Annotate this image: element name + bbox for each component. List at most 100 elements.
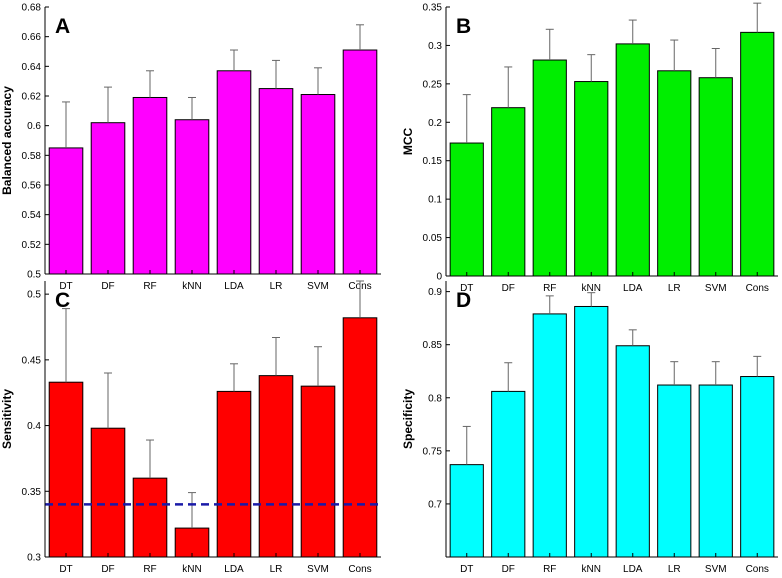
y-tick-label: 0.75 — [423, 446, 443, 457]
x-tick-label-lda: LDA — [224, 281, 244, 292]
y-tick-label: 0.8 — [428, 393, 442, 404]
bar-rf — [532, 59, 567, 277]
y-tick-label: 0.3 — [428, 41, 442, 52]
error-bar-cons — [753, 355, 762, 377]
y-tick-label: 0.7 — [428, 499, 442, 510]
x-tick-label-lr: LR — [668, 283, 681, 294]
bar-cons — [342, 49, 378, 275]
x-tick-label-dt: DT — [59, 564, 72, 575]
x-tick-label-svm: SVM — [307, 564, 329, 575]
x-tick-label-rf: RF — [543, 283, 556, 294]
x-tick-label-lda: LDA — [623, 564, 643, 575]
error-bar-cons — [356, 280, 364, 318]
error-bar-svm — [314, 346, 322, 387]
x-tick-label-df: DF — [502, 283, 515, 294]
x-tick-label-svm: SVM — [705, 283, 727, 294]
y-tick-label: 0.66 — [22, 32, 42, 43]
bar-df — [90, 122, 126, 275]
error-bar-dt — [62, 308, 70, 383]
error-bar-lda — [628, 19, 637, 44]
error-bar-dt — [462, 94, 471, 144]
bar-dt — [48, 147, 84, 275]
x-tick-label-cons: Cons — [348, 564, 371, 575]
bar-rf — [532, 313, 567, 558]
bar-dt — [449, 464, 484, 558]
y-tick-label: 0.64 — [22, 62, 42, 73]
y-tick-label: 0.1 — [428, 195, 442, 206]
y-tick-label: 0.9 — [428, 287, 442, 298]
y-tick-label: 0.56 — [22, 181, 42, 192]
error-bar-lr — [272, 337, 280, 376]
x-tick-label-lda: LDA — [224, 564, 244, 575]
error-bar-knn — [188, 96, 196, 120]
bar-svm — [698, 384, 733, 558]
error-bar-cons — [356, 24, 364, 51]
bar-svm — [300, 94, 336, 275]
bar-lda — [216, 390, 252, 558]
x-tick-label-svm: SVM — [705, 564, 727, 575]
bar-df — [491, 390, 526, 558]
bar-lda — [615, 345, 650, 558]
y-tick-label: 0.85 — [423, 340, 443, 351]
x-tick-label-knn: kNN — [182, 281, 201, 292]
panel-letter: A — [55, 15, 70, 38]
error-bar-svm — [314, 67, 322, 95]
bar-cons — [740, 376, 775, 558]
error-bar-rf — [545, 28, 554, 61]
bar-df — [90, 427, 126, 558]
x-tick-label-knn: kNN — [582, 283, 601, 294]
x-tick-label-lda: LDA — [623, 283, 643, 294]
chart-panel-b: 0 0.05 0.1 0.15 0.2 0.25 0.3 0.35 DT DF RF kNN LDA LR… — [401, 2, 778, 294]
error-bar-rf — [545, 295, 554, 314]
y-tick-label: 0.05 — [423, 233, 443, 244]
x-tick-label-dt: DT — [460, 283, 473, 294]
panel-letter: D — [456, 289, 471, 312]
bar-dt — [449, 142, 484, 277]
bar-cons — [740, 31, 775, 277]
x-tick-label-lr: LR — [668, 564, 681, 575]
bar-lr — [258, 375, 294, 558]
y-tick-label: 0.68 — [22, 3, 42, 14]
bar-lr — [657, 384, 692, 558]
y-tick-label: 0.5 — [27, 290, 41, 301]
bar-cons — [342, 317, 378, 558]
y-tick-label: 0.2 — [428, 118, 442, 129]
error-bar-rf — [146, 439, 154, 479]
x-tick-label-df: DF — [101, 564, 114, 575]
x-tick-label-cons: Cons — [746, 283, 769, 294]
error-bar-cons — [753, 2, 762, 33]
y-tick-label: 0.52 — [22, 240, 42, 251]
y-axis-label: Specificity — [401, 389, 415, 449]
bar-rf — [132, 477, 168, 558]
x-tick-label-rf: RF — [143, 281, 156, 292]
bar-svm — [300, 385, 336, 558]
y-axis-label: Sensitivity — [0, 389, 14, 449]
bar-lda — [615, 43, 650, 277]
error-bar-df — [504, 66, 513, 108]
panel-letter: B — [456, 15, 471, 38]
y-axis-label: Balanced accuracy — [0, 86, 14, 195]
y-tick-label: 0.25 — [423, 79, 443, 90]
x-tick-label-dt: DT — [59, 281, 72, 292]
y-tick-label: 0.45 — [22, 355, 42, 366]
bar-knn — [174, 119, 210, 275]
error-bar-knn — [587, 54, 596, 82]
error-bar-dt — [462, 425, 471, 465]
y-tick-label: 0.54 — [22, 210, 42, 221]
panel-letter: C — [55, 289, 70, 312]
error-bar-knn — [587, 292, 596, 307]
x-tick-label-knn: kNN — [182, 564, 201, 575]
chart-panel-a: 0.5 0.52 0.54 0.56 0.58 0.6 0.62 0.64 0.66 0.68 DT… — [0, 3, 381, 292]
x-tick-label-lr: LR — [270, 281, 283, 292]
y-axis-label: MCC — [401, 128, 415, 156]
y-tick-label: 0.6 — [27, 121, 41, 132]
error-bar-df — [104, 86, 112, 123]
error-bar-svm — [711, 48, 720, 78]
error-bar-dt — [62, 101, 70, 148]
error-bar-rf — [146, 70, 154, 98]
bar-lda — [216, 70, 252, 275]
bar-dt — [48, 381, 84, 558]
error-bar-df — [104, 372, 112, 429]
y-tick-label: 0.15 — [423, 156, 443, 167]
y-tick-label: 0.5 — [27, 270, 41, 281]
